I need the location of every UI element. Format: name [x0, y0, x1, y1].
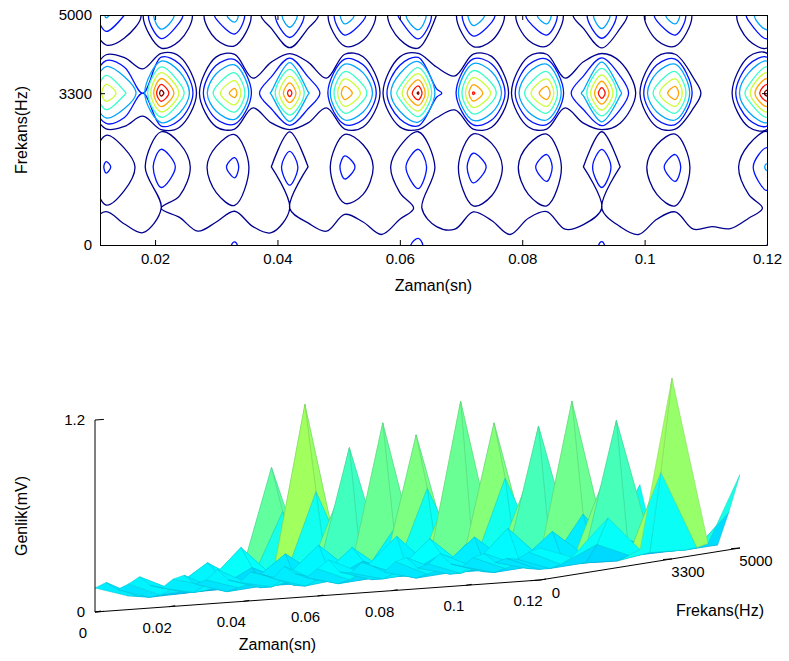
z-axis-line — [95, 420, 96, 612]
axes-3d: 0 0.02 0.04 0.06 0.08 0.1 0.12 0 3300 5000 0 1.2 — [64, 411, 773, 641]
contour-line — [100, 15, 767, 245]
tick: 0.1 — [635, 240, 656, 267]
tick-mark — [522, 240, 523, 245]
tick-label: 0.12 — [753, 250, 782, 267]
tick-mark — [663, 558, 672, 560]
surface — [95, 378, 740, 597]
axis-line — [100, 16, 101, 246]
tick: 3300 — [59, 85, 105, 102]
contour-panel: 0.02 0.04 0.06 0.08 0.1 0.12 0 3300 5000 Zaman(sn… — [13, 0, 782, 294]
tick-mark — [318, 595, 324, 597]
y-axis-line — [540, 548, 740, 580]
tick-label: 0 — [79, 624, 87, 641]
tick-mark — [95, 611, 104, 613]
tick — [762, 245, 767, 246]
tick — [762, 93, 767, 94]
tick-label: 0.08 — [508, 250, 537, 267]
contour-line — [106, 78, 767, 106]
y-axis-title: Frekans(Hz) — [676, 602, 764, 619]
tick-mark — [522, 15, 523, 20]
tick-label: 5000 — [739, 552, 772, 569]
tick-label: 0.02 — [141, 250, 170, 267]
tick — [400, 15, 401, 20]
y-axis-right — [762, 16, 768, 246]
tick-mark — [645, 15, 646, 20]
tick: 0.04 — [263, 240, 292, 267]
tick-label: 3300 — [671, 563, 704, 580]
surface-panel: 0 0.02 0.04 0.06 0.08 0.1 0.12 0 3300 5000 0 1.2 Zam… — [13, 378, 773, 653]
tick-mark — [155, 240, 156, 245]
tick-mark — [400, 15, 401, 20]
tick-mark — [100, 15, 105, 16]
contour-line — [160, 90, 767, 96]
axis-line — [101, 245, 768, 246]
tick-label: 5000 — [59, 6, 92, 23]
tick — [645, 15, 646, 20]
tick: 0.02 — [141, 240, 170, 267]
contour-line — [157, 84, 767, 101]
axis-line — [101, 15, 768, 16]
tick-mark — [731, 548, 740, 550]
tick-mark — [100, 93, 105, 94]
tick-mark — [762, 245, 767, 246]
contour-line — [100, 15, 767, 117]
x-axis-title: Zaman(sn) — [239, 636, 316, 653]
tick-mark — [277, 240, 278, 245]
tick — [155, 15, 156, 20]
tick-label: 0.1 — [635, 250, 656, 267]
y-axis-title: Frekans(Hz) — [13, 86, 30, 174]
x-axis-top — [101, 15, 768, 20]
tick: 0 — [84, 236, 105, 253]
tick — [522, 15, 523, 20]
surface-facet — [629, 378, 672, 555]
tick-mark — [762, 15, 767, 16]
tick-label: 0 — [552, 584, 560, 601]
contour-line — [100, 15, 767, 245]
tick-mark — [243, 600, 249, 602]
tick-label: 0.04 — [217, 613, 246, 630]
surface-facet — [529, 548, 572, 564]
tick: 0.06 — [386, 240, 415, 267]
contours — [100, 15, 767, 245]
tick-label: 0 — [77, 603, 85, 620]
tick-mark — [100, 245, 105, 246]
z-axis-title: Genlik(mV) — [13, 476, 30, 556]
tick-label: 0.08 — [365, 603, 394, 620]
tick-mark — [169, 605, 175, 607]
tick-label: 0.02 — [143, 619, 172, 636]
tick-mark — [466, 584, 472, 586]
tick-mark — [531, 580, 540, 582]
tick-mark — [277, 15, 278, 20]
axis-line — [767, 16, 768, 246]
tick — [762, 15, 767, 16]
contour-line — [102, 73, 767, 112]
tick-mark — [95, 419, 104, 421]
x-axis-title: Zaman(sn) — [395, 277, 472, 294]
tick — [277, 15, 278, 20]
tick: 0.08 — [508, 240, 537, 267]
tick-label: 0.06 — [386, 250, 415, 267]
tick-label: 0.12 — [513, 592, 542, 609]
tick-mark — [392, 589, 398, 591]
tick-label: 0.06 — [291, 608, 320, 625]
tick-mark — [645, 240, 646, 245]
tick-label: 3300 — [59, 85, 92, 102]
tick-label: 0.1 — [443, 597, 464, 614]
y-axis: 0 3300 5000 — [59, 6, 105, 253]
tick-mark — [155, 15, 156, 20]
tick-label: 0 — [84, 236, 92, 253]
tick-label: 1.2 — [64, 411, 85, 428]
tick-mark — [400, 240, 401, 245]
x-axis: 0.02 0.04 0.06 0.08 0.1 0.12 — [101, 240, 783, 267]
tick: 5000 — [59, 6, 105, 23]
tick-mark — [762, 93, 767, 94]
figure: 0.02 0.04 0.06 0.08 0.1 0.12 0 3300 5000 Zaman(sn… — [0, 0, 789, 661]
tick-label: 0.04 — [263, 250, 292, 267]
contour-line — [100, 15, 767, 171]
